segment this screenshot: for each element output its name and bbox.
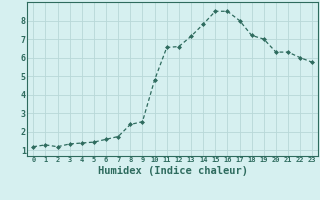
X-axis label: Humidex (Indice chaleur): Humidex (Indice chaleur) [98,166,248,176]
